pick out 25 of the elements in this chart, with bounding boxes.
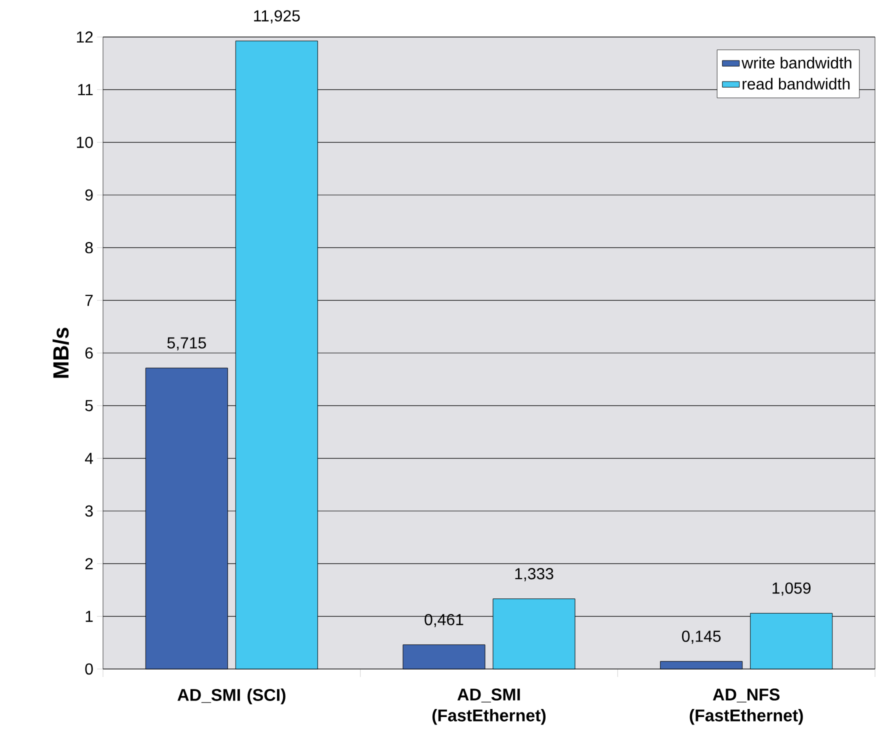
data-label: 1,333	[515, 568, 554, 582]
data-label: 0,145	[682, 630, 721, 644]
y-tick-label: 3	[85, 505, 93, 517]
data-label: 11,925	[254, 10, 300, 24]
data-label: 0,461	[424, 614, 464, 628]
y-tick-label: 4	[84, 452, 94, 464]
y-tick-label: 9	[85, 189, 93, 201]
data-label: 1,059	[772, 582, 811, 596]
data-label: 5,715	[167, 337, 206, 350]
y-tick-label: 2	[85, 558, 93, 570]
y-tick-label: 11	[78, 84, 93, 96]
legend-label: read bandwidth	[742, 78, 850, 90]
y-axis-title: MB/s	[52, 328, 69, 378]
y-tick-label: 8	[85, 242, 93, 254]
y-tick-label: 1	[86, 610, 93, 622]
legend-label: write bandwidth	[742, 56, 852, 69]
y-tick-label: 10	[76, 136, 93, 148]
y-tick-label: 12	[76, 31, 93, 43]
y-tick-label: 7	[85, 294, 93, 306]
x-tick-label: AD_SMI (FastEthernet)	[432, 688, 546, 725]
y-tick-label: 5	[85, 400, 93, 412]
x-tick-label: AD_NFS (FastEthernet)	[690, 688, 803, 725]
x-tick-label: AD_SMI (SCI)	[178, 688, 286, 704]
y-tick-label: 6	[85, 347, 93, 359]
y-tick-label: 0	[85, 663, 93, 675]
